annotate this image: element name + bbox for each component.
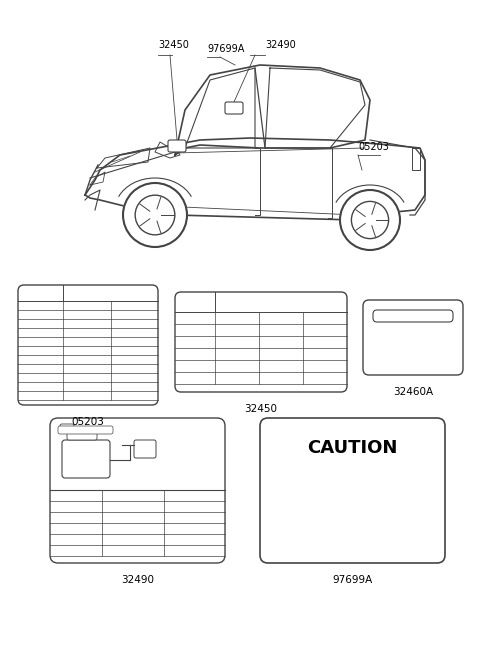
Text: 32490: 32490 [265,40,296,50]
FancyBboxPatch shape [168,140,186,152]
Text: 32450: 32450 [244,404,277,414]
Circle shape [135,195,175,235]
Text: 32460A: 32460A [393,387,433,397]
FancyBboxPatch shape [50,418,225,563]
FancyBboxPatch shape [363,300,463,375]
Text: 97699A: 97699A [332,575,372,585]
FancyBboxPatch shape [58,426,113,434]
FancyBboxPatch shape [175,292,347,392]
Polygon shape [85,138,425,220]
Polygon shape [175,65,370,155]
FancyBboxPatch shape [67,430,97,440]
Text: 97699A: 97699A [207,44,244,54]
FancyBboxPatch shape [62,440,110,478]
FancyBboxPatch shape [18,285,158,405]
FancyBboxPatch shape [373,310,453,322]
FancyBboxPatch shape [260,418,445,563]
Circle shape [340,190,400,250]
Text: 05203: 05203 [358,142,389,152]
FancyBboxPatch shape [134,440,156,458]
Text: 32450: 32450 [158,40,189,50]
Text: 32490: 32490 [121,575,154,585]
Text: 05203: 05203 [72,417,105,427]
Circle shape [123,183,187,247]
FancyBboxPatch shape [225,102,243,114]
Circle shape [351,201,389,238]
FancyBboxPatch shape [60,424,74,432]
Text: CAUTION: CAUTION [307,439,398,457]
